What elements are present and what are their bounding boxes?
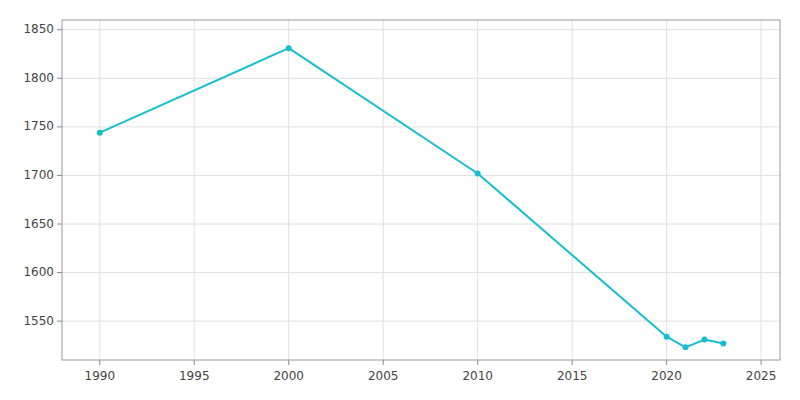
y-tick-label: 1850 bbox=[23, 22, 54, 36]
point bbox=[97, 130, 103, 136]
y-grid-line bbox=[62, 321, 780, 322]
x-tick-label: 1990 bbox=[85, 369, 116, 383]
y-tick-label: 1600 bbox=[23, 265, 54, 279]
y-tick-label: 1550 bbox=[23, 314, 54, 328]
x-tick-label: 2010 bbox=[462, 369, 493, 383]
x-grid-line bbox=[194, 20, 195, 360]
x-tick bbox=[572, 360, 573, 365]
y-tick bbox=[57, 29, 62, 30]
y-tick-label: 1700 bbox=[23, 168, 54, 182]
y-grid-line bbox=[62, 126, 780, 127]
x-tick bbox=[383, 360, 384, 365]
y-tick-label: 1800 bbox=[23, 71, 54, 85]
y-grid-line bbox=[62, 272, 780, 273]
x-grid-line bbox=[288, 20, 289, 360]
y-tick bbox=[57, 78, 62, 79]
x-tick-label: 2005 bbox=[368, 369, 399, 383]
point bbox=[475, 170, 481, 176]
y-tick bbox=[57, 126, 62, 127]
x-tick-label: 2020 bbox=[651, 369, 682, 383]
point bbox=[664, 334, 670, 340]
chart-container: 1550 1600 1650 1700 1750 1800 1850 1990 1995 2000… bbox=[0, 0, 800, 400]
y-tick-label: 1650 bbox=[23, 217, 54, 231]
point bbox=[683, 344, 689, 350]
x-grid-line bbox=[99, 20, 100, 360]
y-tick-label: 1750 bbox=[23, 119, 54, 133]
y-tick bbox=[57, 321, 62, 322]
axes: 1550 1600 1650 1700 1750 1800 1850 1990 1995 2000… bbox=[23, 20, 780, 383]
y-tick bbox=[57, 272, 62, 273]
y-grid-line bbox=[62, 78, 780, 79]
y-tick bbox=[57, 175, 62, 176]
series bbox=[97, 45, 727, 350]
x-tick bbox=[761, 360, 762, 365]
x-tick bbox=[288, 360, 289, 365]
chart-svg: 1550 1600 1650 1700 1750 1800 1850 1990 1995 2000… bbox=[0, 0, 800, 400]
x-tick-label: 1995 bbox=[179, 369, 210, 383]
line bbox=[100, 48, 724, 347]
x-grid-line bbox=[477, 20, 478, 360]
x-tick bbox=[99, 360, 100, 365]
x-grid-line bbox=[383, 20, 384, 360]
x-tick-label: 2025 bbox=[746, 369, 777, 383]
y-tick bbox=[57, 224, 62, 225]
y-grid-line bbox=[62, 175, 780, 176]
y-grid-line bbox=[62, 29, 780, 30]
point bbox=[286, 45, 292, 51]
x-tick bbox=[477, 360, 478, 365]
plot-frame bbox=[62, 20, 780, 360]
x-grid-line bbox=[666, 20, 667, 360]
x-grid-line bbox=[572, 20, 573, 360]
x-grid-line bbox=[761, 20, 762, 360]
x-tick-label: 2015 bbox=[557, 369, 588, 383]
point bbox=[701, 337, 707, 343]
y-grid-line bbox=[62, 224, 780, 225]
x-tick bbox=[666, 360, 667, 365]
point bbox=[720, 340, 726, 346]
x-tick bbox=[194, 360, 195, 365]
x-tick-label: 2000 bbox=[273, 369, 304, 383]
grid bbox=[62, 20, 780, 360]
